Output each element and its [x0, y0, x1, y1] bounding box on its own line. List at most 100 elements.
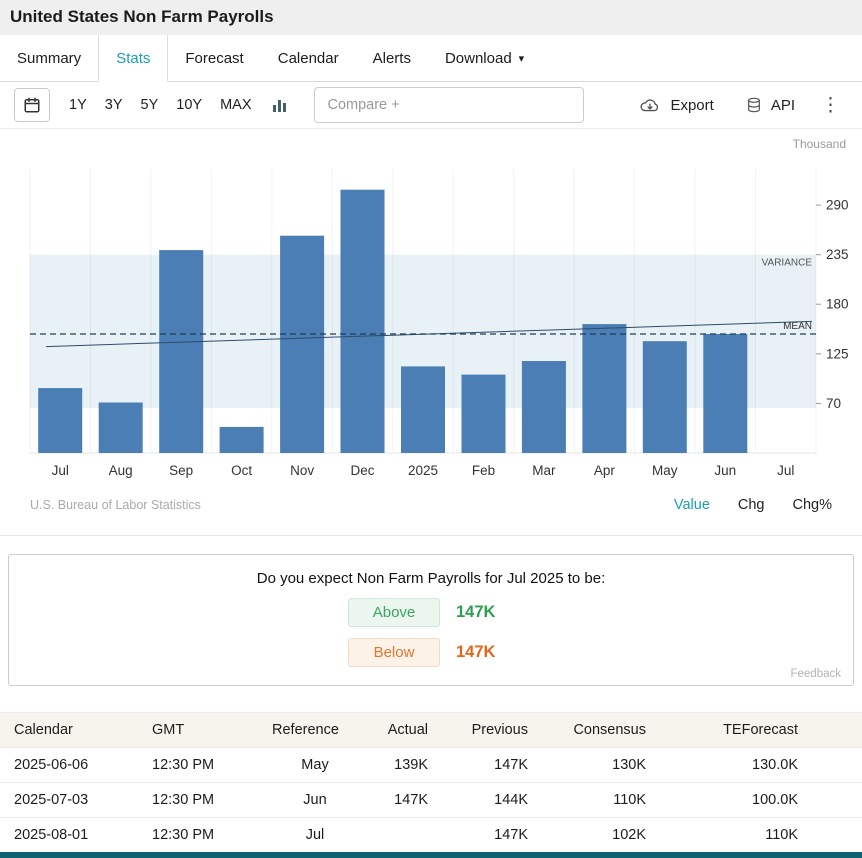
poll-section: Do you expect Non Farm Payrolls for Jul …: [0, 535, 862, 686]
page-title: United States Non Farm Payrolls: [0, 0, 862, 35]
bar-Jul[interactable]: [38, 388, 82, 453]
cell-consensus: 130K: [540, 748, 658, 783]
cell-previous: 144K: [440, 783, 540, 818]
x-tick-label: Mar: [532, 463, 556, 478]
x-tick-label: Jul: [777, 463, 794, 478]
date-range-picker-button[interactable]: [14, 88, 50, 122]
y-tick-label: 180: [826, 297, 849, 312]
column-header-teforecast: TEForecast: [658, 713, 862, 748]
range-max-button[interactable]: MAX: [211, 91, 260, 119]
tab-download[interactable]: Download ▾: [428, 35, 541, 81]
caret-down-icon: ▾: [519, 52, 525, 65]
api-label: API: [771, 97, 795, 114]
range-10y-button[interactable]: 10Y: [167, 91, 211, 119]
tab-forecast[interactable]: Forecast: [168, 35, 260, 81]
x-tick-label: Jun: [714, 463, 736, 478]
feedback-link[interactable]: Feedback: [790, 668, 841, 680]
bar-May[interactable]: [643, 341, 687, 453]
footer-strip: [0, 852, 862, 858]
tab-alerts[interactable]: Alerts: [356, 35, 428, 81]
cell-gmt: 12:30 PM: [140, 748, 260, 783]
column-header-reference: Reference: [260, 713, 370, 748]
poll-options: Above 147K Below147K: [19, 598, 843, 667]
column-chart-icon: [272, 97, 288, 113]
tab-bar: SummaryStatsForecastCalendarAlertsDownlo…: [0, 35, 862, 82]
range-5y-button[interactable]: 5Y: [132, 91, 168, 119]
cell-consensus: 110K: [540, 783, 658, 818]
x-tick-label: Jul: [52, 463, 69, 478]
cell-teforecast: 100.0K: [658, 783, 862, 818]
x-tick-label: Aug: [109, 463, 133, 478]
y-tick-label: 70: [826, 396, 841, 411]
bar-Feb[interactable]: [462, 375, 506, 453]
chart-toolbar: 1Y3Y5Y10YMAX Export API ⋮: [0, 82, 862, 129]
export-button[interactable]: Export: [629, 91, 723, 120]
poll-row: Above 147K: [19, 598, 843, 627]
calendar-icon: [23, 96, 41, 114]
kebab-menu-icon[interactable]: ⋮: [811, 94, 850, 117]
bar-Dec[interactable]: [341, 190, 385, 453]
source-attribution: U.S. Bureau of Labor Statistics: [30, 498, 201, 512]
y-tick-label: 125: [826, 346, 849, 361]
x-tick-label: Dec: [350, 463, 374, 478]
bar-Nov[interactable]: [280, 236, 324, 453]
compare-input[interactable]: [314, 87, 584, 123]
calendar-row[interactable]: 2025-07-0312:30 PMJun147K144K110K100.0K: [0, 783, 862, 818]
series-link-chg[interactable]: Chg: [738, 497, 765, 513]
chart-area: Thousand 70125180235290VARIANCEMEANJulAu…: [0, 129, 862, 525]
variance-label: VARIANCE: [762, 258, 813, 269]
payrolls-bar-chart[interactable]: 70125180235290VARIANCEMEANJulAugSepOctNo…: [0, 155, 862, 495]
column-header-consensus: Consensus: [540, 713, 658, 748]
x-tick-label: Nov: [290, 463, 314, 478]
cell-calendar: 2025-06-06: [0, 748, 140, 783]
bar-2025[interactable]: [401, 366, 445, 453]
poll-below-button[interactable]: Below: [348, 638, 440, 667]
cell-actual: 147K: [370, 783, 440, 818]
table-header-row: CalendarGMTReferenceActualPreviousConsen…: [0, 713, 862, 748]
tab-calendar[interactable]: Calendar: [261, 35, 356, 81]
series-toggle-links: Value Chg Chg%: [674, 497, 832, 513]
bar-Mar[interactable]: [522, 361, 566, 453]
cell-previous: 147K: [440, 748, 540, 783]
series-link-value[interactable]: Value: [674, 497, 710, 513]
range-3y-button[interactable]: 3Y: [96, 91, 132, 119]
cell-actual: [370, 818, 440, 853]
calendar-row[interactable]: 2025-08-0112:30 PMJul147K102K110K: [0, 818, 862, 853]
bar-Apr[interactable]: [582, 324, 626, 453]
x-tick-label: 2025: [408, 463, 438, 478]
column-header-actual: Actual: [370, 713, 440, 748]
cloud-download-icon: [639, 97, 661, 114]
tab-label: Forecast: [185, 50, 243, 67]
poll-above-button[interactable]: Above: [348, 598, 440, 627]
toolbar-right: Export API ⋮: [617, 90, 850, 120]
cell-reference: Jun: [260, 783, 370, 818]
bar-Oct[interactable]: [220, 427, 264, 453]
x-tick-label: Feb: [472, 463, 495, 478]
tab-label: Download: [445, 50, 512, 67]
chart-footer: U.S. Bureau of Labor Statistics Value Chg…: [0, 495, 862, 525]
column-header-previous: Previous: [440, 713, 540, 748]
tab-summary[interactable]: Summary: [0, 35, 98, 81]
x-tick-label: Apr: [594, 463, 616, 478]
calendar-row[interactable]: 2025-06-0612:30 PMMay139K147K130K130.0K: [0, 748, 862, 783]
poll-question: Do you expect Non Farm Payrolls for Jul …: [19, 570, 843, 587]
bar-Aug[interactable]: [99, 403, 143, 454]
poll-row: Below147K: [19, 638, 843, 667]
poll-above-value: 147K: [456, 603, 514, 622]
calendar-table-section: CalendarGMTReferenceActualPreviousConsen…: [0, 712, 862, 853]
cell-previous: 147K: [440, 818, 540, 853]
x-tick-label: Oct: [231, 463, 252, 478]
database-icon: [746, 96, 762, 114]
tab-stats[interactable]: Stats: [98, 35, 168, 82]
bar-Sep[interactable]: [159, 250, 203, 453]
api-button[interactable]: API: [736, 90, 805, 120]
bar-Jun[interactable]: [703, 334, 747, 453]
chart-type-button[interactable]: [264, 91, 296, 119]
cell-teforecast: 110K: [658, 818, 862, 853]
cell-consensus: 102K: [540, 818, 658, 853]
range-1y-button[interactable]: 1Y: [60, 91, 96, 119]
series-link-chgpct[interactable]: Chg%: [793, 497, 833, 513]
cell-gmt: 12:30 PM: [140, 783, 260, 818]
cell-calendar: 2025-08-01: [0, 818, 140, 853]
poll-box: Do you expect Non Farm Payrolls for Jul …: [8, 554, 854, 686]
